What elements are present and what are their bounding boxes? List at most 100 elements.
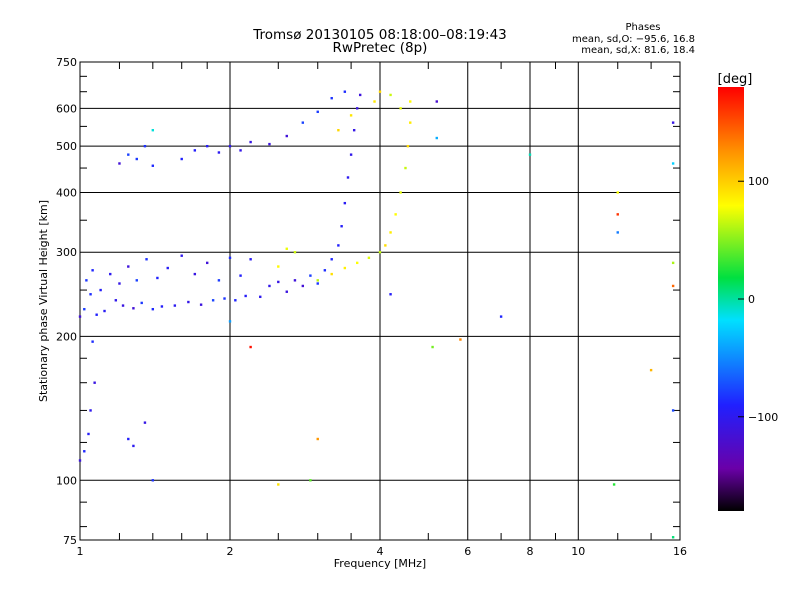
echo-point (83, 307, 86, 311)
echo-point (330, 272, 333, 276)
echo-point (293, 279, 297, 282)
x-tick-label: 2 (227, 545, 234, 558)
y-tick-label: 300 (56, 246, 77, 259)
echo-point (431, 345, 434, 349)
echo-point (277, 280, 280, 284)
echo-point (135, 279, 138, 282)
echo-point (89, 409, 92, 412)
y-axis-ticks: 75 100 200 300 400 500 600 750 (56, 56, 680, 547)
echo-point (285, 134, 288, 138)
echo-point (373, 100, 376, 103)
echo-point (132, 307, 135, 310)
echo-point (228, 320, 232, 323)
echo-point (301, 284, 305, 288)
echo-point (217, 279, 221, 282)
echo-point (301, 121, 305, 124)
echo-point (239, 274, 242, 277)
echo-point (199, 303, 203, 306)
echo-point (109, 272, 112, 276)
echo-point (277, 483, 280, 486)
echo-point (140, 301, 143, 305)
echo-point (316, 282, 319, 285)
echo-point (118, 162, 121, 165)
echo-point (135, 157, 138, 161)
echo-point (394, 213, 397, 216)
echo-point (285, 247, 288, 250)
echo-point (528, 153, 532, 156)
echo-point (160, 305, 164, 308)
echo-point (151, 164, 155, 167)
echo-point (406, 144, 410, 148)
echo-point (228, 256, 232, 260)
y-axis-label: Stationary phase Virtual Height [km] (37, 200, 50, 402)
echo-point (367, 256, 371, 260)
echo-point (180, 254, 183, 257)
echo-point (384, 244, 387, 247)
echo-point (217, 151, 221, 154)
echo-point (234, 299, 237, 302)
x-tick-label: 6 (464, 545, 471, 558)
echo-point (205, 144, 209, 148)
chart-title: Tromsø 20130105 08:18:00–08:19:43 (252, 27, 507, 43)
echo-point (349, 153, 353, 156)
echo-point (671, 536, 675, 539)
echo-point (346, 176, 350, 179)
echo-point (343, 266, 347, 270)
echo-point (187, 300, 190, 304)
echo-point (268, 142, 271, 146)
echo-point (173, 304, 177, 307)
echo-point (277, 265, 280, 268)
echo-point (309, 274, 312, 277)
echo-point (95, 313, 98, 316)
echo-point (193, 149, 197, 152)
echo-point (337, 128, 340, 132)
echo-point (249, 140, 252, 144)
echo-point (404, 166, 407, 170)
y-tick-label: 75 (63, 534, 77, 547)
echo-point (268, 284, 271, 288)
echo-point (316, 437, 319, 441)
echo-point (293, 251, 297, 254)
stats-heading: Phases (625, 22, 660, 33)
echo-point (151, 479, 155, 482)
echo-point (151, 128, 155, 132)
echo-point (180, 157, 183, 161)
echo-point (223, 297, 226, 300)
echo-point (87, 432, 90, 436)
echo-point (435, 136, 438, 140)
echo-point (143, 144, 147, 148)
echo-point (78, 315, 82, 318)
echo-point (121, 304, 125, 307)
echo-point (616, 231, 619, 234)
echo-point (309, 479, 312, 482)
echo-point (378, 90, 382, 93)
y-tick-label: 600 (56, 102, 77, 115)
echo-point (239, 149, 242, 152)
x-tick-label: 1 (77, 545, 84, 558)
y-tick-label: 500 (56, 140, 77, 153)
x-tick-label: 4 (377, 545, 384, 558)
echo-point (343, 201, 347, 205)
echo-point (616, 191, 619, 194)
echo-point (337, 244, 340, 247)
echo-point (91, 269, 94, 272)
echo-point (399, 107, 402, 110)
colorbar-ticks: 100 0 −100 (738, 175, 778, 424)
echo-point (89, 293, 92, 296)
colorbar-tick-label: 100 (748, 175, 769, 188)
echo-point (205, 261, 209, 265)
echo-point (355, 107, 359, 110)
x-tick-label: 8 (527, 545, 534, 558)
stats-o-line: mean, sd,O: −95.6, 16.8 (572, 34, 695, 45)
echo-point (127, 153, 130, 156)
echo-point (316, 110, 319, 114)
echo-point (671, 409, 675, 412)
echo-point (316, 279, 319, 282)
echo-point (352, 128, 356, 132)
echo-point (389, 293, 392, 296)
echo-point (118, 282, 121, 285)
echo-point (91, 340, 94, 343)
echo-point (671, 121, 675, 124)
echo-points (78, 90, 675, 539)
